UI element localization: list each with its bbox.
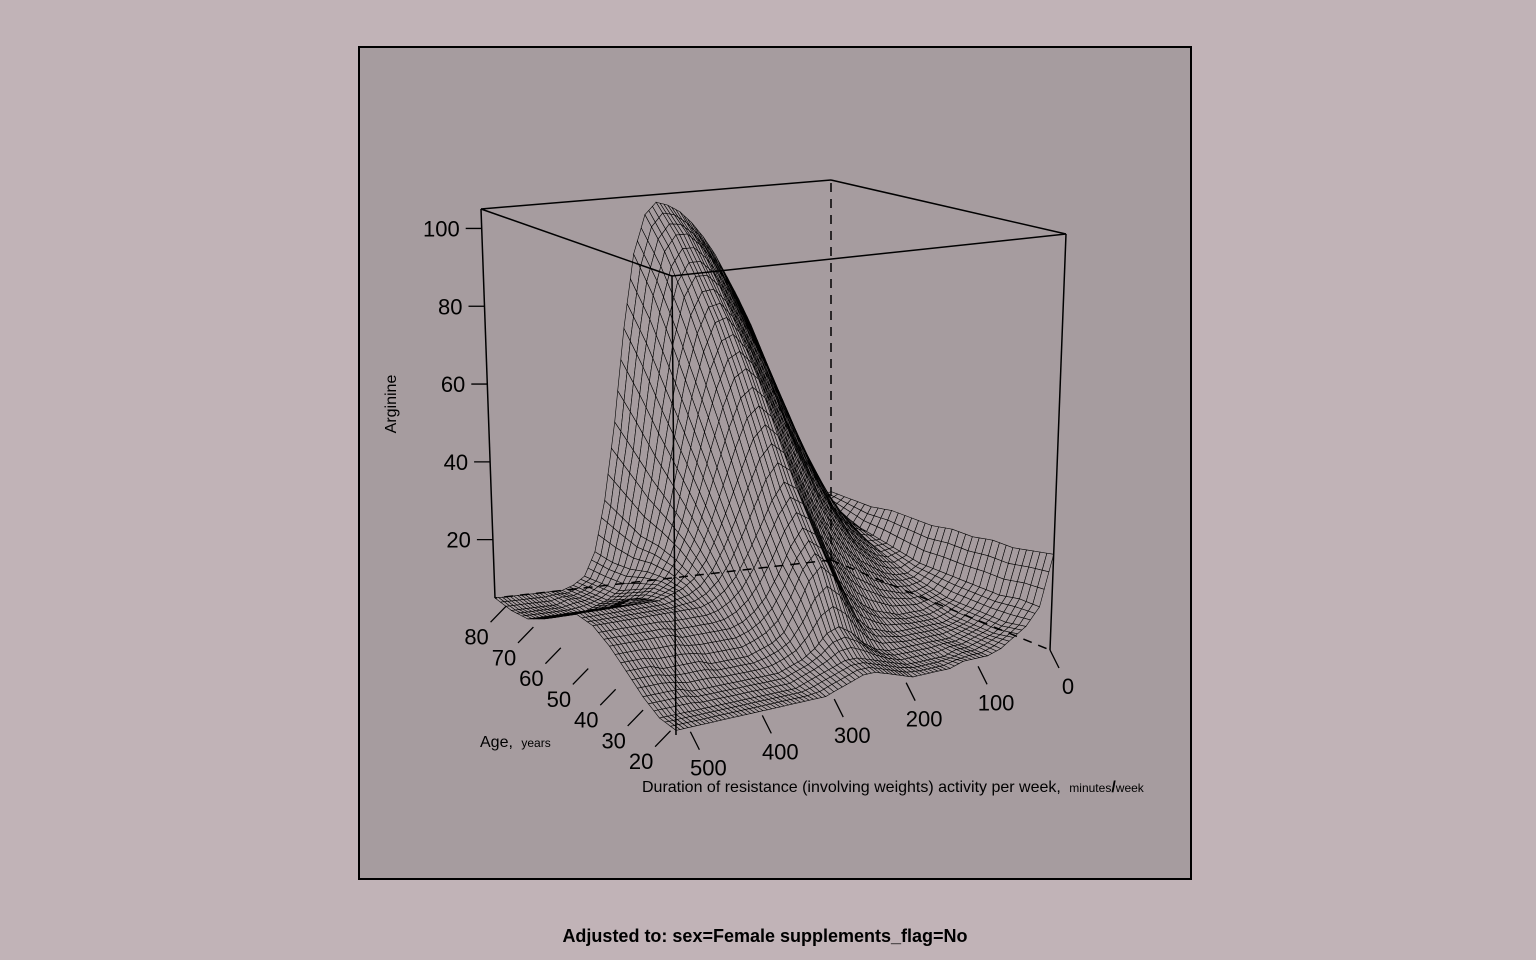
y-axis-60-tick-label: 60	[519, 666, 543, 691]
box-front-corner-edge	[671, 275, 677, 736]
box-back-bottom-edge-left	[494, 559, 832, 599]
y-axis-60-tick	[544, 647, 562, 665]
tick-layer	[465, 227, 1060, 751]
x-axis-300-tick	[833, 698, 844, 718]
y-axis-70-tick	[517, 626, 534, 644]
y-axis-80-tick	[490, 605, 507, 623]
y-axis-40-tick-label: 40	[574, 708, 598, 733]
z-axis-100-tick-label: 100	[423, 216, 460, 241]
z-axis-20-tick-label: 20	[446, 528, 470, 553]
x-axis-200-tick	[905, 682, 916, 701]
x-axis-0-tick	[1049, 649, 1060, 669]
y-axis-40-tick	[599, 688, 617, 706]
y-axis-title: Age, years	[480, 734, 551, 751]
z-axis-40-tick-label: 40	[444, 450, 468, 475]
x-axis-500-tick	[689, 731, 700, 751]
x-axis-500-tick-label: 500	[690, 756, 727, 781]
z-axis-80-tick-label: 80	[438, 294, 462, 319]
box-front-right-edge	[1049, 233, 1067, 651]
y-axis-30-tick-label: 30	[601, 728, 625, 753]
box-top-back-right	[830, 179, 1067, 235]
z-axis-title: Arginine	[383, 375, 400, 434]
y-axis-50-tick-label: 50	[547, 687, 571, 712]
x-axis-400-tick	[761, 715, 772, 734]
y-axis-30-tick	[627, 709, 644, 727]
x-axis-300-tick-label: 300	[834, 723, 871, 748]
y-axis-20-tick	[654, 730, 671, 748]
x-axis-100-tick-label: 100	[978, 690, 1015, 715]
box-back-bottom-edge-right	[830, 559, 1051, 651]
box-front-left-edge	[480, 208, 496, 599]
surface-layer	[494, 201, 1055, 731]
label-layer: 2040608010001002003004005002030405060708…	[423, 216, 1074, 780]
x-axis-title: Duration of resistance (involving weight…	[642, 779, 1145, 796]
z-axis-60-tick-label: 60	[441, 372, 465, 397]
x-axis-0-tick-label: 0	[1062, 674, 1074, 699]
x-axis-400-tick-label: 400	[762, 739, 799, 764]
adjustment-footnote: Adjusted to: sex=Female supplements_flag…	[562, 926, 968, 946]
box-top-back-left	[480, 179, 832, 210]
box-top-front-left	[480, 208, 673, 277]
x-axis-200-tick-label: 200	[906, 707, 943, 732]
y-axis-20-tick-label: 20	[629, 749, 653, 774]
y-axis-80-tick-label: 80	[464, 625, 488, 650]
bounding-box	[480, 179, 1067, 736]
x-axis-100-tick	[977, 666, 988, 685]
box-top-front-right	[671, 233, 1067, 277]
y-axis-70-tick-label: 70	[492, 645, 516, 670]
y-axis-50-tick	[572, 668, 589, 685]
